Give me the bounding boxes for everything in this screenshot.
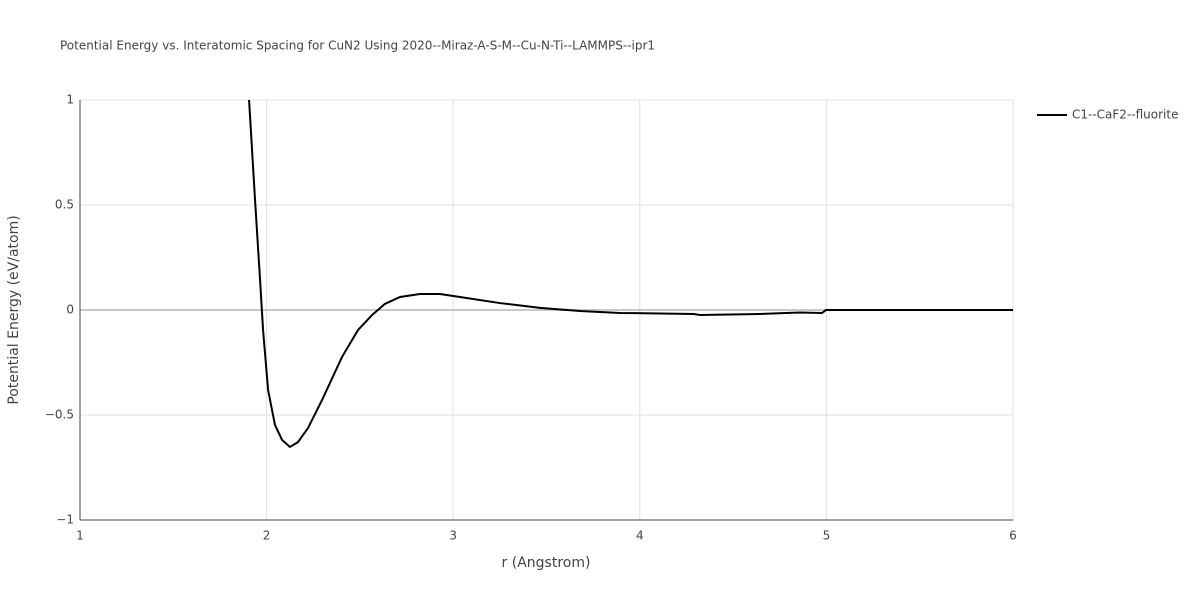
legend-label: C1--CaF2--fluorite	[1072, 108, 1178, 122]
x-tick-label: 1	[76, 529, 84, 543]
data-line	[248, 100, 1013, 449]
x-tick-label: 2	[263, 529, 271, 543]
y-tick-label: 0.5	[55, 198, 74, 212]
y-tick-label: 0	[66, 303, 74, 317]
y-axis-label: Potential Energy (eV/atom)	[6, 215, 22, 404]
y-tick-label: −0.5	[45, 408, 74, 422]
x-tick-label: 6	[1009, 529, 1017, 543]
chart-title: Potential Energy vs. Interatomic Spacing…	[60, 39, 655, 53]
x-tick-label: 3	[449, 529, 457, 543]
x-tick-label: 5	[823, 529, 831, 543]
x-tick-label: 4	[636, 529, 644, 543]
y-tick-label: 1	[66, 93, 74, 107]
x-axis-label: r (Angstrom)	[502, 555, 591, 571]
y-tick-label: −1	[56, 513, 74, 527]
